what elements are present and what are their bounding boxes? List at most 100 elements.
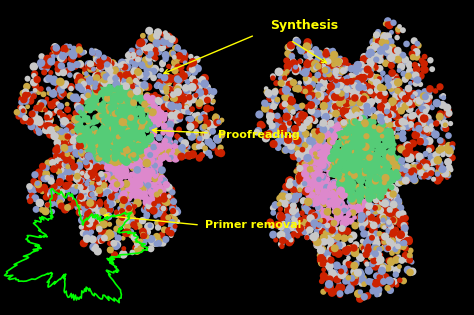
Point [371,153,379,158]
Point [153,165,161,170]
Point [350,156,357,161]
Point [292,180,299,186]
Point [284,137,292,142]
Point [33,128,41,133]
Point [301,70,309,75]
Point [382,244,389,249]
Point [101,87,109,92]
Point [315,200,323,205]
Point [160,206,167,211]
Point [123,218,130,223]
Point [411,170,419,175]
Point [202,149,210,154]
Point [204,95,211,100]
Point [325,72,333,77]
Point [309,218,317,223]
Point [332,104,339,109]
Point [180,57,188,62]
Point [134,142,142,147]
Point [150,182,158,187]
Point [428,67,436,72]
Point [372,135,380,140]
Point [133,184,141,189]
Point [169,206,176,211]
Point [314,158,321,163]
Point [317,164,325,169]
Point [419,132,426,137]
Point [350,279,358,284]
Point [124,224,131,229]
Point [424,168,432,173]
Point [329,185,337,190]
Point [127,53,135,58]
Point [333,183,341,188]
Point [82,135,90,140]
Point [325,166,333,171]
Point [146,152,154,158]
Point [374,112,381,117]
Point [66,183,74,188]
Point [283,195,291,200]
Point [410,169,417,174]
Point [24,76,31,81]
Point [375,247,383,252]
Point [335,203,343,208]
Point [381,239,388,244]
Point [351,194,358,199]
Point [283,229,291,234]
Point [332,196,339,201]
Point [426,86,434,91]
Point [124,96,131,101]
Point [354,150,362,155]
Point [381,201,389,206]
Point [366,166,374,171]
Point [369,212,377,217]
Point [120,246,128,251]
Point [75,143,82,148]
Point [152,146,159,151]
Point [387,192,395,197]
Point [93,191,100,196]
Point [411,170,419,175]
Point [95,155,103,160]
Point [24,118,32,123]
Point [164,80,171,85]
Point [269,205,277,210]
Point [104,134,112,139]
Point [359,108,367,113]
Point [57,167,64,172]
Point [318,250,325,255]
Point [390,191,397,196]
Point [359,70,366,75]
Point [373,92,380,97]
Point [173,112,181,117]
Point [105,115,112,120]
Point [337,96,345,101]
Point [292,197,299,202]
Point [191,79,199,84]
Point [168,220,175,225]
Point [66,72,73,77]
Point [284,87,292,92]
Point [100,183,108,188]
Point [91,205,98,210]
Point [50,166,58,171]
Point [352,160,359,165]
Point [168,50,176,55]
Point [441,171,449,176]
Point [311,166,319,171]
Point [339,126,347,131]
Point [437,138,444,143]
Point [183,96,191,101]
Point [46,132,54,137]
Point [392,257,400,262]
Point [356,157,364,162]
Point [392,188,399,193]
Point [405,73,412,78]
Point [389,125,397,130]
Point [335,66,342,71]
Point [392,73,400,78]
Point [336,180,343,185]
Point [372,135,380,140]
Point [62,68,70,73]
